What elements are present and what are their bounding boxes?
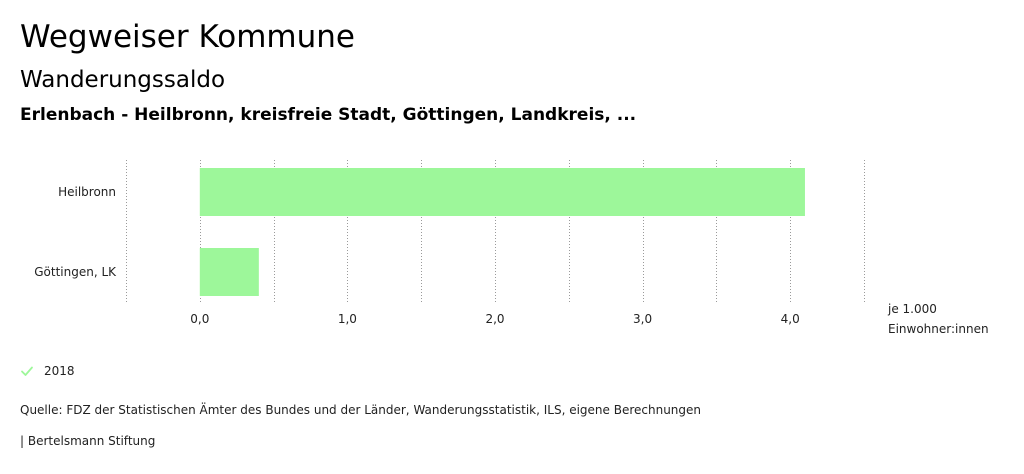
category-label: Heilbronn xyxy=(58,185,116,199)
source-note: Quelle: FDZ der Statistischen Ämter des … xyxy=(20,403,702,417)
chart-subtitle: Wanderungssaldo xyxy=(20,67,226,93)
page-title: Wegweiser Kommune xyxy=(20,19,355,55)
x-tick-label: 0,0 xyxy=(190,312,209,326)
x-tick-label: 2,0 xyxy=(485,312,504,326)
legend-item-2018[interactable]: 2018 xyxy=(20,363,75,379)
region-selection: Erlenbach - Heilbronn, kreisfreie Stadt,… xyxy=(20,105,637,125)
unit-label: je 1.000 Einwohner:innen xyxy=(888,299,989,339)
bar[interactable] xyxy=(199,168,805,216)
bar[interactable] xyxy=(199,248,259,296)
check-icon xyxy=(21,366,33,376)
unit-label-line-2: Einwohner:innen xyxy=(888,322,989,336)
unit-label-line-1: je 1.000 xyxy=(888,302,937,316)
x-tick-label: 3,0 xyxy=(633,312,652,326)
category-label: Göttingen, LK xyxy=(34,265,117,279)
x-tick-label: 4,0 xyxy=(781,312,800,326)
x-tick-label: 1,0 xyxy=(338,312,357,326)
brand-label: | Bertelsmann Stiftung xyxy=(20,434,156,448)
bar-chart: Heilbronn Göttingen, LK 0,0 1,0 2,0 3,0 4,0 xyxy=(34,160,865,326)
legend-label: 2018 xyxy=(44,364,75,378)
